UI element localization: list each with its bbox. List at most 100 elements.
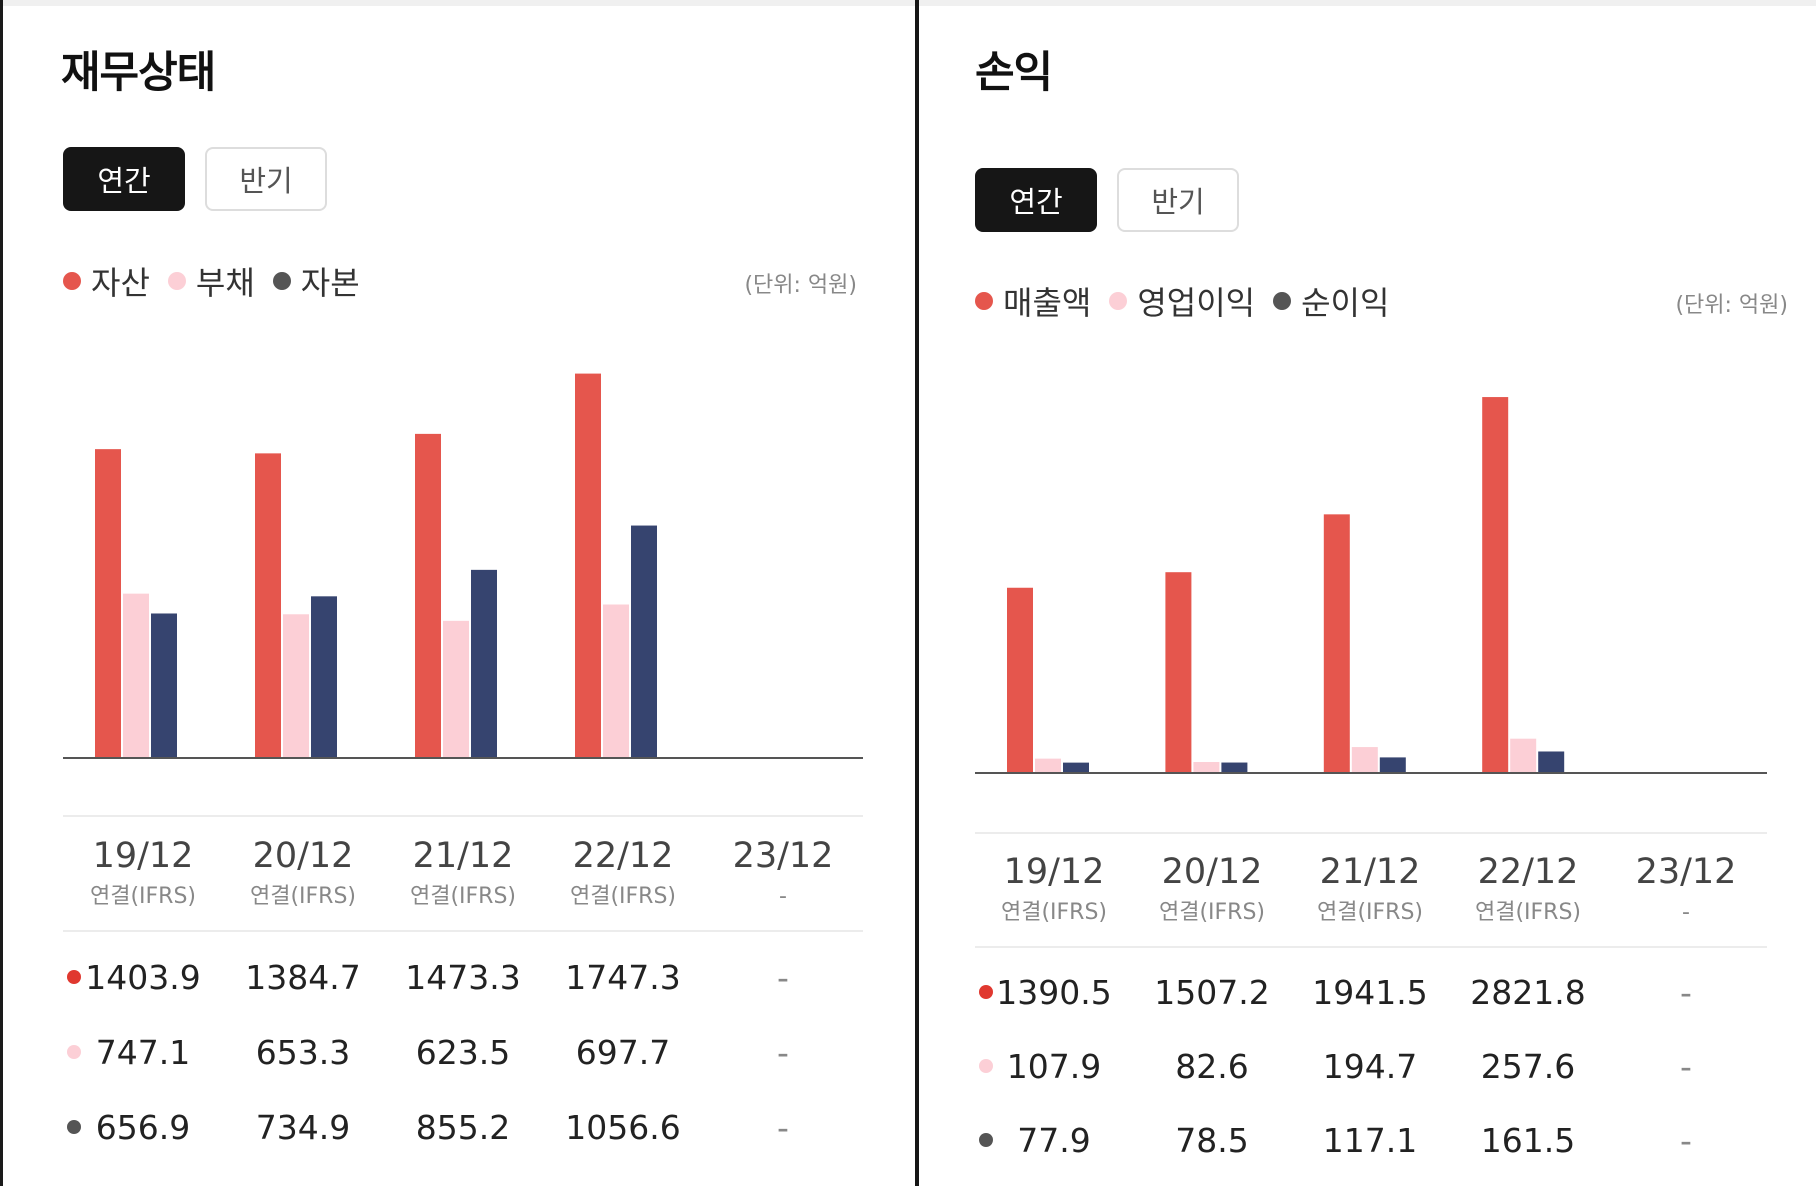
bar-21/12-s0[interactable] xyxy=(415,433,441,758)
basis-label: 연결(IFRS) xyxy=(89,884,197,909)
tab-half-year[interactable]: 반기 xyxy=(1117,168,1239,232)
bar-19/12-s1[interactable] xyxy=(1035,758,1061,773)
data-value: - xyxy=(777,1108,789,1147)
legend-label: 영업이익 xyxy=(1137,284,1256,322)
data-value: 257.6 xyxy=(1480,1047,1576,1086)
legend-label: 자본 xyxy=(300,264,360,302)
bar-21/12-s2[interactable] xyxy=(471,569,497,758)
legend-dot xyxy=(975,292,993,310)
legend-label: 부채 xyxy=(195,264,255,302)
basis-label: 연결(IFRS) xyxy=(1000,900,1108,925)
data-value: 653.3 xyxy=(255,1033,351,1072)
bar-20/12-s1[interactable] xyxy=(283,614,309,758)
data-value: - xyxy=(1680,973,1692,1012)
data-value: 1473.3 xyxy=(405,958,521,997)
bar-21/12-s2[interactable] xyxy=(1379,757,1406,773)
bar-20/12-s2[interactable] xyxy=(1221,762,1248,773)
basis-label: 연결(IFRS) xyxy=(1158,900,1266,925)
table-top-line xyxy=(63,815,863,817)
data-value: 734.9 xyxy=(255,1108,351,1147)
period-label: 22/12 xyxy=(1477,852,1579,892)
bar-22/12-s0[interactable] xyxy=(1482,397,1509,773)
basis-label: - xyxy=(1682,900,1690,925)
period-label: 21/12 xyxy=(412,836,514,876)
data-value: 194.7 xyxy=(1322,1047,1418,1086)
bar-22/12-s2[interactable] xyxy=(631,525,657,758)
data-value: 697.7 xyxy=(575,1033,671,1072)
bar-19/12-s1[interactable] xyxy=(123,593,149,758)
column-header: 21/12 연결(IFRS) xyxy=(383,836,543,912)
table-top-line xyxy=(975,832,1767,834)
bar-21/12-s0[interactable] xyxy=(1323,514,1350,773)
period-label: 23/12 xyxy=(1635,852,1737,892)
basis-label: 연결(IFRS) xyxy=(1316,900,1424,925)
period-label: 22/12 xyxy=(572,836,674,876)
bar-19/12-s0[interactable] xyxy=(1007,587,1033,773)
unit-label: (단위: 억원) xyxy=(744,273,857,298)
data-value: 1507.2 xyxy=(1154,973,1270,1012)
bar-21/12-s1[interactable] xyxy=(1351,747,1378,773)
bar-19/12-s2[interactable] xyxy=(1063,762,1089,773)
data-value: 107.9 xyxy=(1006,1047,1102,1086)
legend-item: 영업이익 xyxy=(1109,278,1255,324)
data-value: - xyxy=(1680,1121,1692,1160)
data-value: 1384.7 xyxy=(245,958,361,997)
bar-20/12-s2[interactable] xyxy=(311,596,337,758)
column-header: 23/12 - xyxy=(1607,852,1765,928)
data-value: 747.1 xyxy=(95,1033,191,1072)
column-header: 21/12 연결(IFRS) xyxy=(1291,852,1449,928)
data-value: 117.1 xyxy=(1322,1121,1418,1160)
column-header: 23/12 - xyxy=(703,836,863,912)
legend-dot xyxy=(1109,292,1128,310)
data-value: 623.5 xyxy=(415,1033,511,1072)
period-label: 20/12 xyxy=(252,836,354,876)
data-value: 1747.3 xyxy=(565,958,681,997)
legend-dot xyxy=(1273,292,1292,310)
series-dot xyxy=(67,970,81,984)
bar-22/12-s0[interactable] xyxy=(575,373,601,758)
legend-item: 매출액 xyxy=(975,278,1091,324)
unit-label: (단위: 억원) xyxy=(1675,293,1788,318)
tab-annual[interactable]: 연간 xyxy=(63,147,185,211)
legend-item: 자본 xyxy=(272,258,360,304)
bar-20/12-s0[interactable] xyxy=(1165,572,1192,773)
basis-label: 연결(IFRS) xyxy=(569,884,677,909)
data-value: 1941.5 xyxy=(1312,973,1428,1012)
basis-label: 연결(IFRS) xyxy=(409,884,517,909)
bar-19/12-s2[interactable] xyxy=(151,613,177,758)
period-tabs: 연간 반기 xyxy=(975,168,1239,232)
series-dot xyxy=(67,1045,81,1059)
panel-divider xyxy=(915,0,919,1186)
data-value: 78.5 xyxy=(1175,1121,1249,1160)
bar-22/12-s2[interactable] xyxy=(1538,751,1565,773)
legend-dot xyxy=(272,272,291,290)
bar-21/12-s1[interactable] xyxy=(443,620,469,758)
bar-19/12-s0[interactable] xyxy=(95,449,121,758)
data-value: 656.9 xyxy=(95,1108,191,1147)
period-label: 23/12 xyxy=(732,836,834,876)
data-value: 82.6 xyxy=(1175,1047,1249,1086)
bar-20/12-s1[interactable] xyxy=(1193,761,1220,773)
balance-sheet-panel: 재무상태 연간 반기 자산 부채 자본 (단위: 억원) 19/12 연결(IFR… xyxy=(0,0,915,1186)
legend: 매출액 영업이익 순이익 xyxy=(975,278,1407,324)
tab-annual[interactable]: 연간 xyxy=(975,168,1097,232)
tab-half-year[interactable]: 반기 xyxy=(205,147,327,211)
column-header: 22/12 연결(IFRS) xyxy=(543,836,703,912)
bar-20/12-s0[interactable] xyxy=(255,453,281,758)
basis-label: - xyxy=(779,884,787,909)
column-header: 19/12 연결(IFRS) xyxy=(975,852,1133,928)
legend-label: 자산 xyxy=(91,264,150,302)
data-value: - xyxy=(1680,1047,1692,1086)
data-value: 2821.8 xyxy=(1470,973,1586,1012)
table-header-line xyxy=(63,930,863,932)
data-value: 77.9 xyxy=(1017,1121,1091,1160)
series-dot xyxy=(67,1120,81,1134)
bar-chart xyxy=(975,397,1767,774)
period-label: 19/12 xyxy=(92,836,194,876)
bar-22/12-s1[interactable] xyxy=(1510,738,1537,773)
basis-label: 연결(IFRS) xyxy=(1474,900,1582,925)
period-tabs: 연간 반기 xyxy=(63,147,327,211)
income-panel: 손익 연간 반기 매출액 영업이익 순이익 (단위: 억원) 19/12 연결(I… xyxy=(919,0,1816,1186)
bar-22/12-s1[interactable] xyxy=(603,604,629,758)
column-header: 20/12 연결(IFRS) xyxy=(223,836,383,912)
